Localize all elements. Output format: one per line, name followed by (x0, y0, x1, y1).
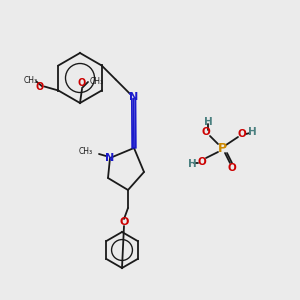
Text: O: O (238, 129, 246, 139)
Text: O: O (35, 82, 43, 92)
Text: P: P (218, 142, 226, 154)
Text: O: O (202, 127, 210, 137)
Text: N: N (129, 92, 138, 103)
Text: H: H (188, 159, 196, 169)
Text: CH₃: CH₃ (23, 76, 38, 85)
Text: CH₃: CH₃ (90, 76, 104, 85)
Text: O: O (119, 217, 129, 227)
Text: O: O (228, 163, 236, 173)
Text: N: N (105, 153, 115, 163)
Text: H: H (204, 117, 212, 127)
Text: O: O (198, 157, 206, 167)
Text: CH₃: CH₃ (79, 146, 93, 155)
Text: O: O (78, 78, 86, 88)
Text: H: H (248, 127, 256, 137)
